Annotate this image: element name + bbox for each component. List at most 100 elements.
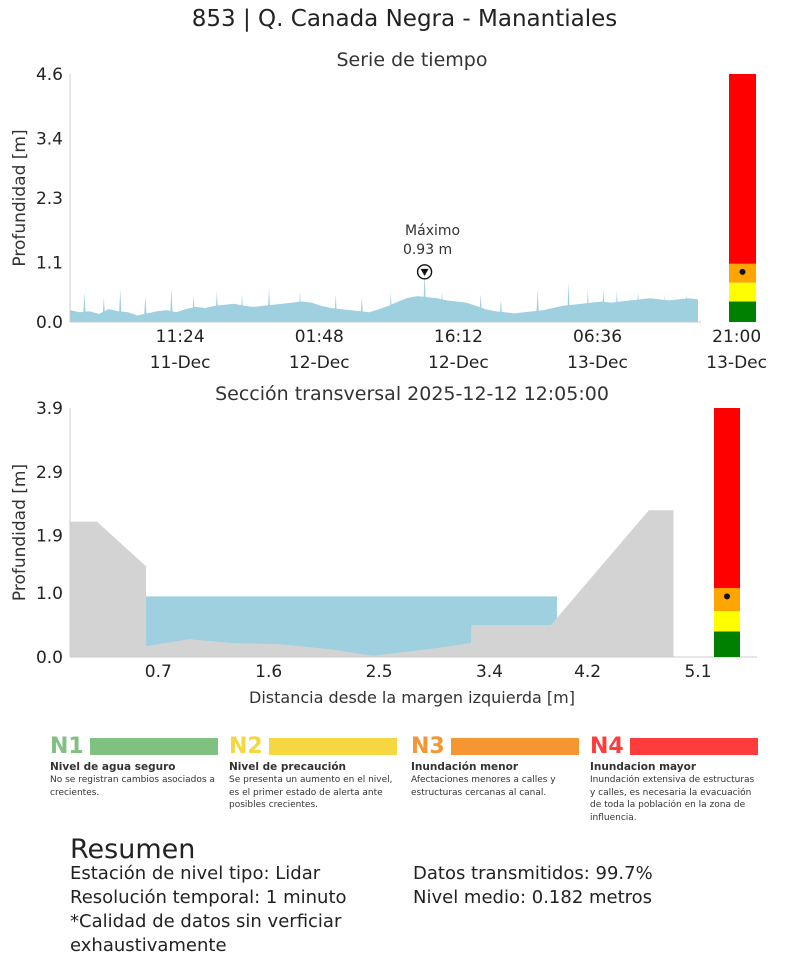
- x-tick-label: 3.4: [476, 662, 503, 682]
- x-tick-label: 5.1: [684, 662, 711, 682]
- legend-item-n2: N2 Nivel de precaución Se presenta un au…: [229, 733, 397, 812]
- summary-title: Resumen: [70, 834, 196, 865]
- depth-max-spike: [422, 271, 427, 322]
- summary-quality-note: *Calidad de datos sin verficiar: [70, 911, 342, 932]
- depth-spike: [389, 292, 393, 322]
- level-band: [729, 282, 756, 302]
- y-tick-label: 3.9: [36, 399, 63, 419]
- legend-code: N4: [590, 733, 624, 759]
- legend-code: N1: [50, 733, 84, 759]
- x-tick-date: 12-Dec: [428, 353, 489, 373]
- depth-spike: [536, 289, 540, 322]
- depth-spike: [192, 295, 196, 322]
- y-tick-label: 0.0: [36, 313, 63, 333]
- cross-section-chart: Sección transversal 2025-12-12 12:05:00 0…: [10, 383, 757, 707]
- legend-item-n1: N1 Nivel de agua seguro No se registran …: [50, 733, 218, 799]
- depth-spike: [240, 293, 244, 322]
- level-band: [714, 631, 740, 657]
- legend-title: Inundación menor: [411, 761, 519, 773]
- y-tick-label: 2.9: [36, 463, 63, 483]
- depth-spike: [215, 290, 219, 322]
- y-axis-label: Profundidad [m]: [10, 129, 30, 266]
- x-tick-time: 11:24: [156, 327, 205, 347]
- depth-spike: [82, 292, 87, 322]
- depth-spike: [684, 293, 689, 322]
- depth-spike: [169, 288, 174, 322]
- summary-mean-level: Nivel medio: 0.182 metros: [413, 887, 653, 908]
- max-annotation-value: 0.93 m: [403, 242, 452, 258]
- legend-description: No se registran cambios asociados a crec…: [50, 775, 215, 798]
- max-marker-triangle: [420, 268, 429, 276]
- x-tick-label: 2.5: [366, 662, 393, 682]
- depth-spike: [102, 297, 106, 322]
- depth-spike: [360, 297, 364, 322]
- depth-spike: [615, 290, 619, 322]
- depth-spike: [440, 291, 444, 322]
- depth-spike: [143, 296, 147, 322]
- x-tick-time: 21:00: [712, 327, 761, 347]
- depth-spike: [499, 299, 503, 322]
- chart-title: Serie de tiempo: [337, 49, 488, 71]
- depth-spike: [601, 288, 605, 322]
- depth-spike: [298, 291, 302, 322]
- legend-title: Nivel de precaución: [229, 761, 347, 773]
- depth-spike: [334, 295, 338, 322]
- summary-quality-note-cont: exhaustivamente: [70, 935, 227, 956]
- depth-series-area: [70, 296, 698, 322]
- time-series-chart: Serie de tiempo 0.0 1.1 2.3 3.4 4.6 11:24 11-De…: [10, 49, 767, 373]
- depth-spike: [267, 287, 271, 322]
- depth-spike: [636, 291, 640, 322]
- level-marker: [739, 268, 746, 275]
- legend-item-n4: N4 Inundacion mayor Inundación extensiva…: [590, 733, 758, 824]
- legend-description: Inundación extensiva de estructuras y ca…: [590, 775, 755, 823]
- level-band: [714, 611, 740, 632]
- level-band: [729, 301, 756, 322]
- x-tick-time: 06:36: [573, 327, 622, 347]
- summary-resolution: Resolución temporal: 1 minuto: [70, 887, 347, 908]
- legend-color-bar: [90, 737, 218, 755]
- ground-profile: [70, 510, 674, 657]
- x-tick-date: 12-Dec: [289, 353, 350, 373]
- x-tick-date: 13-Dec: [567, 353, 628, 373]
- chart-title: Sección transversal 2025-12-12 12:05:00: [215, 383, 609, 405]
- legend-color-bar: [451, 737, 579, 755]
- legend-code: N3: [411, 733, 445, 759]
- y-axis-label: Profundidad [m]: [10, 464, 30, 601]
- y-tick-label: 0.0: [36, 648, 63, 668]
- x-tick-date: 13-Dec: [706, 353, 767, 373]
- x-tick-date: 11-Dec: [150, 353, 211, 373]
- x-tick-label: 4.2: [574, 662, 601, 682]
- legend-code: N2: [229, 733, 263, 759]
- summary-station-type: Estación de nivel tipo: Lidar: [70, 863, 321, 884]
- max-annotation-label: Máximo: [405, 223, 460, 239]
- y-tick-label: 3.4: [36, 130, 63, 150]
- legend-color-bar: [269, 737, 397, 755]
- x-tick-label: 0.7: [145, 662, 172, 682]
- legend-title: Inundacion mayor: [590, 761, 697, 773]
- y-tick-label: 2.3: [36, 189, 63, 209]
- x-tick-time: 01:48: [295, 327, 344, 347]
- y-tick-label: 4.6: [36, 65, 63, 85]
- legend-title: Nivel de agua seguro: [50, 761, 176, 773]
- y-tick-label: 1.1: [36, 254, 63, 274]
- page-title: 853 | Q. Canada Negra - Manantiales: [191, 6, 618, 32]
- summary-data-transmitted: Datos transmitidos: 99.7%: [413, 863, 653, 884]
- level-band: [714, 408, 740, 589]
- legend-color-bar: [630, 737, 758, 755]
- level-band: [714, 588, 740, 612]
- y-tick-label: 1.9: [36, 527, 63, 547]
- depth-spike: [586, 289, 590, 322]
- depth-spike: [662, 295, 666, 322]
- legend-item-n3: N3 Inundación menor Afectaciones menores…: [411, 733, 579, 799]
- depth-spike: [566, 283, 571, 322]
- depth-spike: [118, 289, 122, 322]
- x-axis-label: Distancia desde la margen izquierda [m]: [249, 688, 575, 707]
- level-marker: [724, 593, 730, 600]
- legend-description: Se presenta un aumento en el nivel, es e…: [229, 775, 393, 810]
- depth-spike: [479, 293, 483, 322]
- y-tick-label: 1.0: [36, 584, 63, 604]
- x-tick-time: 16:12: [434, 327, 483, 347]
- x-tick-label: 1.6: [255, 662, 282, 682]
- legend-description: Afectaciones menores a calles y estructu…: [411, 775, 556, 798]
- level-band: [729, 74, 756, 264]
